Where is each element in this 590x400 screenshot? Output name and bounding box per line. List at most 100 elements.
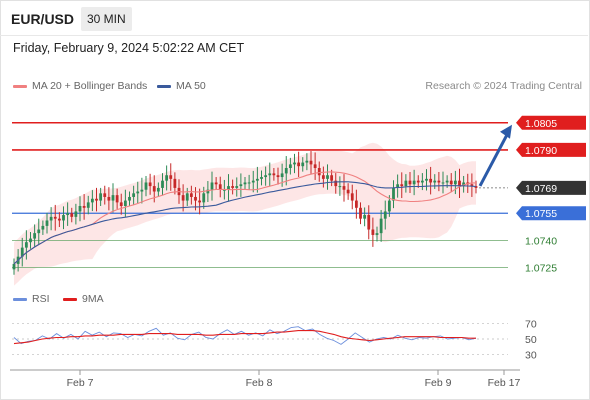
candle-body: [458, 180, 461, 187]
candle-body: [185, 193, 189, 201]
candle-body: [462, 182, 466, 187]
candle-body: [20, 247, 24, 257]
candle-body: [66, 213, 70, 216]
candle-body: [350, 193, 354, 201]
level-tag-0: [516, 115, 586, 130]
candle-body: [128, 196, 131, 201]
x-tick-label: Feb 7: [67, 377, 94, 389]
candle-body: [227, 186, 230, 190]
rsi-ma-swatch-icon: [63, 297, 77, 301]
ma20-swatch-icon: [13, 84, 27, 88]
candle-body: [433, 180, 437, 183]
candle-body: [420, 180, 424, 183]
level-label-4: 1.0740: [525, 235, 557, 247]
candle-body: [404, 180, 408, 187]
candle-body: [144, 182, 148, 190]
legend-ma20: MA 20 + Bollinger Bands: [13, 80, 147, 92]
candle-body: [107, 196, 111, 201]
candle-body: [189, 193, 193, 197]
level-label-5: 1.0725: [525, 263, 557, 275]
candle-body: [445, 180, 449, 183]
candle-body: [53, 216, 57, 219]
candle-body: [12, 263, 16, 270]
candle-body: [181, 195, 185, 201]
candle-body: [49, 216, 53, 221]
candle-body: [210, 182, 214, 190]
level-tag-3: [516, 206, 586, 221]
candle-body: [367, 215, 371, 230]
candle-body: [202, 193, 206, 203]
candle-body: [326, 175, 329, 179]
candle-body: [74, 211, 78, 217]
candle-body: [231, 186, 235, 188]
candle-body: [251, 180, 255, 183]
candle-body: [396, 184, 400, 188]
legend-rsi-ma-label: 9MA: [82, 293, 104, 305]
candle-body: [173, 178, 177, 188]
rsi-swatch-icon: [13, 297, 27, 301]
candle-body: [474, 186, 478, 188]
candle-body: [392, 187, 395, 201]
candle-body: [297, 162, 301, 167]
candle-body: [90, 198, 94, 203]
candle-body: [387, 200, 391, 212]
candle-body: [317, 168, 321, 176]
candle-body: [416, 180, 420, 183]
candle-body: [206, 189, 210, 194]
candle-body: [449, 180, 453, 185]
rsi-tick-70: 70: [525, 319, 537, 331]
timeframe-button[interactable]: 30 MIN: [81, 7, 132, 31]
legend-rsi: RSI: [13, 293, 50, 305]
candle-body: [379, 218, 383, 234]
candle-body: [247, 182, 251, 184]
candle-body: [425, 178, 428, 181]
candle-body: [268, 173, 272, 176]
candle-body: [255, 178, 259, 181]
candle-body: [453, 180, 457, 185]
candle-body: [276, 175, 280, 178]
candle-body: [346, 189, 350, 194]
legend-ma50: MA 50: [157, 80, 206, 92]
legend-rsi-ma: 9MA: [63, 293, 104, 305]
candle-body: [132, 193, 136, 197]
candle-body: [41, 225, 45, 230]
candle-body: [161, 180, 164, 188]
projection-arrow-line: [478, 134, 509, 187]
level-tag-1: [516, 142, 586, 157]
candle-body: [111, 195, 115, 201]
credit-text: Research © 2024 Trading Central: [425, 80, 582, 92]
symbol-title: EUR/USD: [11, 11, 75, 27]
candle-body: [165, 175, 169, 181]
candle-body: [148, 182, 152, 187]
level-label-1: 1.0790: [525, 145, 557, 157]
level-tag-2: [516, 180, 586, 195]
candle-body: [280, 173, 284, 178]
ma50-line: [13, 181, 477, 265]
level-label-2: 1.0769: [525, 183, 557, 195]
candle-body: [429, 178, 433, 183]
rsi-tick-30: 30: [525, 349, 537, 361]
candle-body: [305, 160, 309, 163]
legend-ma20-label: MA 20 + Bollinger Bands: [32, 80, 148, 92]
candle-body: [412, 180, 416, 185]
candle-body: [437, 180, 441, 183]
candle-body: [375, 233, 379, 235]
bollinger-band: [14, 142, 476, 286]
x-tick-label: Feb 9: [425, 377, 452, 389]
candle-body: [140, 189, 144, 192]
candle-body: [288, 164, 292, 168]
candle-body: [119, 202, 123, 206]
candle-body: [400, 184, 404, 187]
candle-body: [115, 195, 119, 203]
candle-body: [57, 218, 61, 221]
candle-body: [264, 175, 268, 178]
candle-body: [78, 206, 82, 212]
candle-body: [194, 196, 197, 201]
candle-body: [330, 175, 334, 181]
candle-body: [470, 184, 474, 187]
rsi-tick-50: 50: [525, 334, 537, 346]
header-divider: [0, 35, 588, 36]
x-tick-label: Feb 17: [488, 377, 521, 389]
candle-body: [321, 175, 325, 179]
